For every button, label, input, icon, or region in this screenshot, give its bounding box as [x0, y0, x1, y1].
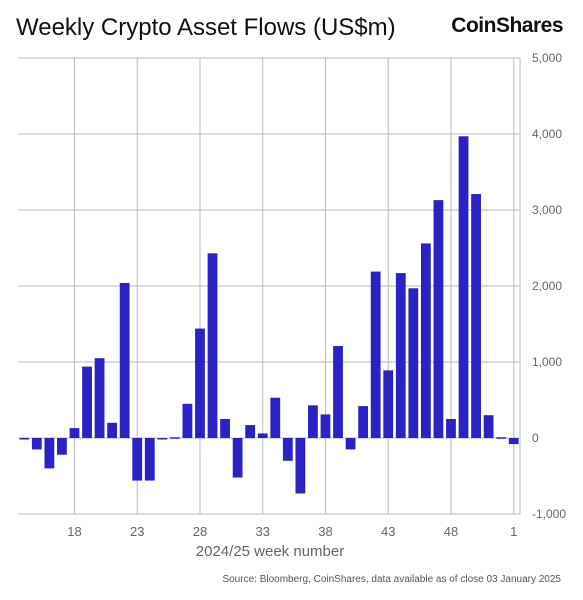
y-tick-label: 4,000: [532, 127, 562, 141]
y-tick-label: -1,000: [532, 507, 566, 521]
x-tick-label: 38: [318, 524, 332, 539]
bars: [19, 136, 519, 494]
x-tick-label: 43: [381, 524, 395, 539]
bar-week-52: [496, 437, 507, 439]
y-axis-ticks: 5,000 4,000 3,000 2,000 1,000 0 -1,000: [532, 51, 566, 521]
bar-week-45: [408, 288, 419, 438]
bar-week-29: [207, 253, 218, 438]
coinshares-logo: CoinShares: [451, 14, 563, 37]
y-tick-label: 1,000: [532, 355, 562, 369]
y-tick-label: 2,000: [532, 279, 562, 293]
x-tick-label: 23: [130, 524, 144, 539]
bar-week-37: [308, 405, 318, 438]
bar-week-41: [358, 406, 369, 438]
bar-week-32: [245, 425, 256, 438]
bar-week-36: [295, 438, 306, 494]
bar-week-28: [195, 328, 205, 438]
bar-week-33: [257, 433, 268, 438]
bar-week-19: [82, 366, 92, 438]
bar-week-20: [94, 358, 105, 438]
bar-week-46: [420, 243, 431, 438]
bar-week-17: [57, 438, 67, 455]
bar-week-27: [182, 403, 193, 438]
bar-week-21: [107, 422, 118, 438]
bar-week-42: [370, 271, 381, 438]
bar-week-14: [19, 438, 30, 440]
bar-week-23: [132, 438, 143, 481]
x-tick-label: 1: [510, 524, 517, 539]
bar-week-50: [471, 194, 481, 438]
bar-week-26: [169, 437, 180, 439]
bar-week-34: [270, 397, 281, 438]
bar-week-1: [508, 438, 519, 445]
bar-week-24: [144, 438, 155, 481]
bar-week-48: [446, 419, 456, 438]
y-tick-label: 0: [532, 431, 539, 445]
bar-week-35: [282, 438, 293, 461]
bar-week-44: [395, 273, 406, 438]
y-tick-label: 3,000: [532, 203, 562, 217]
bar-week-51: [483, 415, 494, 438]
bar-week-40: [345, 438, 356, 450]
bar-week-22: [119, 282, 130, 438]
x-tick-label: 28: [193, 524, 207, 539]
bar-week-47: [433, 200, 444, 438]
x-tick-label: 33: [255, 524, 269, 539]
bar-week-31: [232, 438, 243, 478]
bar-week-43: [383, 370, 394, 438]
gridlines: [18, 57, 521, 515]
x-tick-label: 48: [444, 524, 458, 539]
x-axis-label: 2024/25 week number: [196, 543, 344, 560]
source-note: Source: Bloomberg, CoinShares, data avai…: [222, 574, 561, 585]
chart-title: Weekly Crypto Asset Flows (US$m): [16, 14, 396, 41]
bar-week-30: [220, 419, 230, 438]
x-axis-ticks: 18 23 28 33 38 43 48 1: [67, 524, 517, 539]
bar-week-49: [458, 136, 469, 438]
bar-week-39: [333, 346, 343, 438]
bar-week-38: [320, 414, 331, 438]
x-tick-label: 18: [67, 524, 81, 539]
bar-week-16: [44, 438, 55, 469]
bar-week-25: [157, 438, 168, 440]
bar-week-15: [31, 438, 42, 450]
y-tick-label: 5,000: [532, 51, 562, 65]
bar-week-18: [69, 428, 80, 438]
